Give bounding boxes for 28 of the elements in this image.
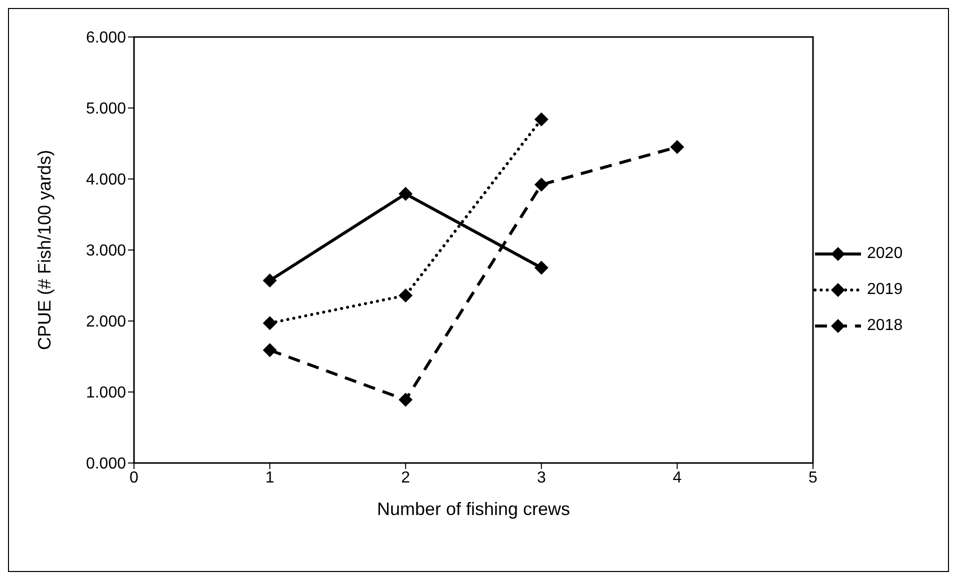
point (534, 260, 548, 275)
x-tick-label: 5 (808, 469, 818, 486)
y-axis-title: CPUE (# Fish/100 yards) (34, 150, 54, 350)
legend-label: 2020 (867, 245, 903, 263)
y-tick-label: 5.000 (86, 100, 126, 118)
point (534, 112, 548, 126)
y-tick-label: 3.000 (86, 242, 126, 260)
x-tick-label: 3 (536, 469, 546, 486)
legend-label: 2018 (867, 317, 903, 335)
legend-label: 2019 (867, 281, 903, 299)
x-tick-label: 2 (401, 469, 410, 486)
y-tick-label: 1.000 (86, 384, 126, 402)
point (398, 392, 413, 407)
point (262, 343, 277, 358)
x-tick-label: 0 (130, 469, 139, 486)
point (398, 288, 413, 302)
y-tick-label: 6.000 (86, 30, 126, 47)
point (262, 274, 277, 288)
y-tick-label: 2.000 (86, 314, 126, 331)
y-tick-label: 4.000 (86, 172, 126, 189)
point (398, 186, 413, 201)
y-tick-label: 0.000 (86, 456, 126, 473)
point (534, 178, 548, 192)
x-tick-label: 4 (672, 469, 682, 486)
x-tick-label: 1 (265, 469, 274, 486)
point (262, 316, 277, 330)
point (670, 140, 684, 154)
x-axis-title: Number of fishing crews (376, 499, 570, 519)
